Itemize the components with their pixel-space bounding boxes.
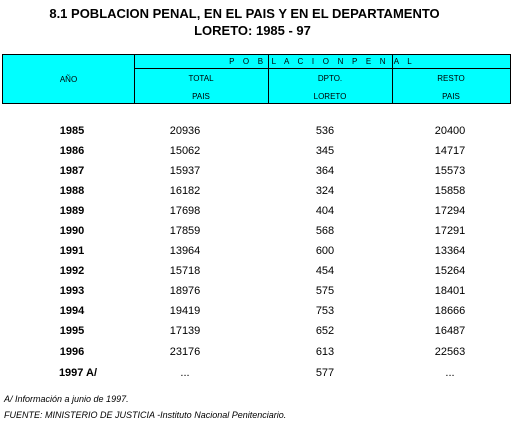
- cell-total: 20936: [169, 125, 201, 137]
- cell-year: 1985: [59, 125, 85, 137]
- cell-loreto: 575: [315, 285, 335, 297]
- header-loreto-line1: DPTO.: [317, 74, 343, 83]
- footnote: A/ Información a junio de 1997.: [4, 394, 129, 404]
- cell-total: 19419: [169, 305, 201, 317]
- table-row: 1985 20936 536 20400: [0, 124, 513, 144]
- table-row: 1986 15062 345 14717: [0, 144, 513, 164]
- table-row: 1990 17859 568 17291: [0, 224, 513, 244]
- cell-resto: 17291: [434, 225, 466, 237]
- cell-loreto: 652: [315, 325, 335, 337]
- cell-loreto: 454: [315, 265, 335, 277]
- cell-year: 1993: [59, 285, 85, 297]
- cell-loreto: 577: [315, 367, 335, 379]
- cell-loreto: 324: [315, 185, 335, 197]
- cell-total: 15062: [169, 145, 201, 157]
- cell-resto: 22563: [434, 346, 466, 358]
- cell-loreto: 364: [315, 165, 335, 177]
- cell-year: 1987: [59, 165, 85, 177]
- cell-loreto: 404: [315, 205, 335, 217]
- cell-total: 23176: [169, 346, 201, 358]
- cell-total: 16182: [169, 185, 201, 197]
- cell-resto: 16487: [434, 325, 466, 337]
- header-resto-line1: RESTO: [437, 74, 465, 83]
- table-row: 1988 16182 324 15858: [0, 184, 513, 204]
- header-total-line1: TOTAL: [188, 74, 214, 83]
- cell-year: 1994: [59, 305, 85, 317]
- cell-resto: 15264: [434, 265, 466, 277]
- cell-total: ...: [180, 367, 190, 379]
- header-group-label: P O B L A C I O N P E N A L: [229, 57, 415, 66]
- cell-resto: 18401: [434, 285, 466, 297]
- table-row: 1989 17698 404 17294: [0, 204, 513, 224]
- cell-year: 1995: [59, 325, 85, 337]
- table-row: 1987 15937 364 15573: [0, 164, 513, 184]
- cell-year: 1989: [59, 205, 85, 217]
- cell-resto: 17294: [434, 205, 466, 217]
- cell-resto: 18666: [434, 305, 466, 317]
- header-loreto-line2: LORETO: [313, 92, 347, 101]
- cell-loreto: 536: [315, 125, 335, 137]
- table-title: 8.1 POBLACION PENAL, EN EL PAIS Y EN EL …: [49, 6, 440, 21]
- cell-loreto: 600: [315, 245, 335, 257]
- cell-total: 17859: [169, 225, 201, 237]
- header-year: AÑO: [59, 75, 78, 84]
- cell-year: 1996: [59, 346, 85, 358]
- cell-year: 1991: [59, 245, 85, 257]
- cell-total: 15718: [169, 265, 201, 277]
- table-row: 1997 A/ ... 577 ...: [0, 366, 513, 386]
- cell-resto: 13364: [434, 245, 466, 257]
- cell-loreto: 345: [315, 145, 335, 157]
- cell-resto: 20400: [434, 125, 466, 137]
- cell-total: 15937: [169, 165, 201, 177]
- cell-year: 1992: [59, 265, 85, 277]
- cell-loreto: 753: [315, 305, 335, 317]
- cell-total: 13964: [169, 245, 201, 257]
- cell-loreto: 613: [315, 346, 335, 358]
- cell-resto: 14717: [434, 145, 466, 157]
- table-row: 1995 17139 652 16487: [0, 324, 513, 344]
- table-header: P O B L A C I O N P E N A L AÑO TOTAL PA…: [2, 54, 511, 104]
- table-row: 1992 15718 454 15264: [0, 264, 513, 284]
- cell-total: 18976: [169, 285, 201, 297]
- cell-resto: 15573: [434, 165, 466, 177]
- table-row: 1994 19419 753 18666: [0, 304, 513, 324]
- source-note: FUENTE: MINISTERIO DE JUSTICIA -Institut…: [4, 410, 287, 420]
- cell-resto: 15858: [434, 185, 466, 197]
- table-row: 1991 13964 600 13364: [0, 244, 513, 264]
- header-resto-line2: PAIS: [442, 92, 460, 101]
- cell-year: 1990: [59, 225, 85, 237]
- cell-total: 17698: [169, 205, 201, 217]
- table-subtitle: LORETO: 1985 - 97: [194, 23, 311, 38]
- cell-year: 1986: [59, 145, 85, 157]
- cell-year: 1988: [59, 185, 85, 197]
- cell-loreto: 568: [315, 225, 335, 237]
- header-total-line2: PAIS: [192, 92, 210, 101]
- cell-year: 1997 A/: [58, 367, 98, 379]
- table-row: 1996 23176 613 22563: [0, 345, 513, 365]
- table-row: 1993 18976 575 18401: [0, 284, 513, 304]
- cell-total: 17139: [169, 325, 201, 337]
- cell-resto: ...: [445, 367, 455, 379]
